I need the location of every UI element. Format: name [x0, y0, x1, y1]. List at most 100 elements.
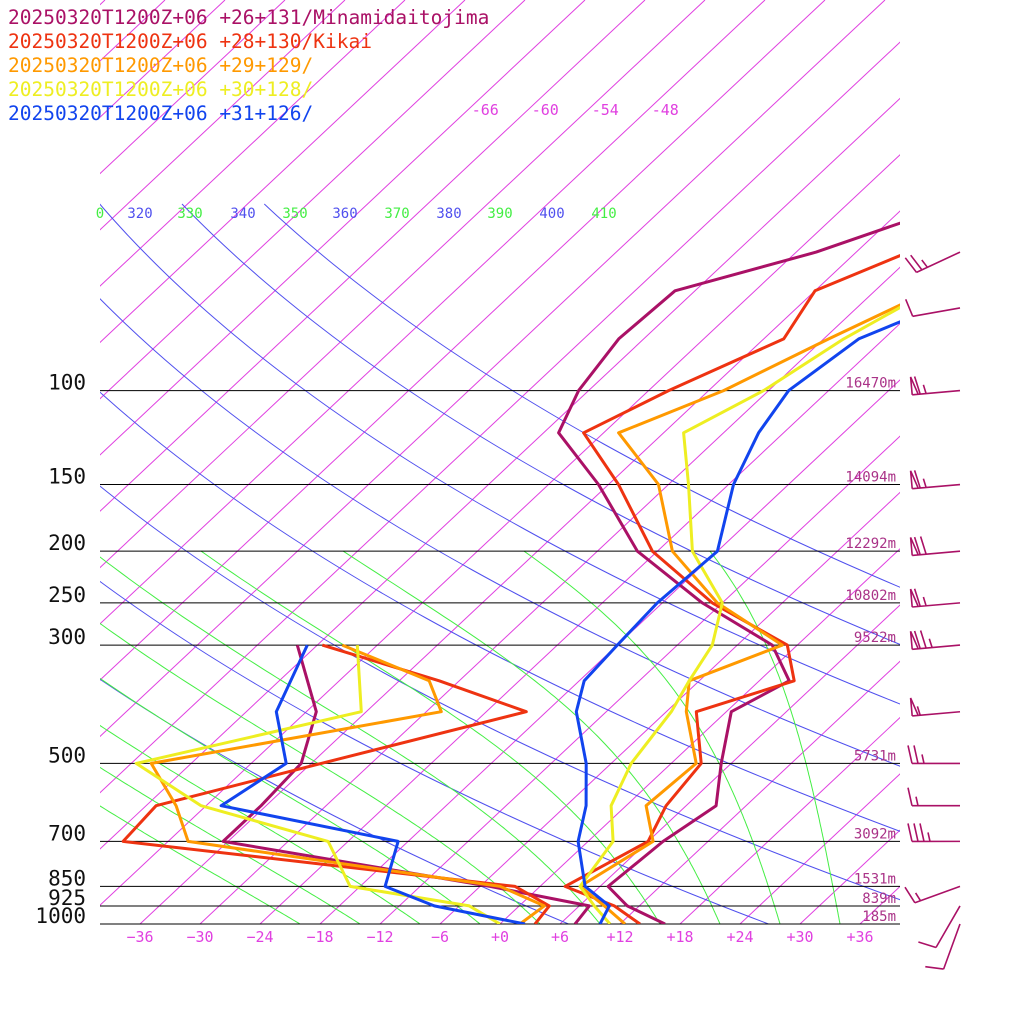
isotherm-lines: [0, 0, 900, 924]
temperature-tick-label: +30: [786, 928, 813, 946]
wind-barb: [904, 298, 961, 318]
temperature-tick-label: −30: [186, 928, 213, 946]
wind-barb: [909, 536, 961, 557]
temperature-line: [557, 221, 900, 924]
isotherm-line: [100, 0, 286, 175]
theta-label: 330: [177, 206, 202, 222]
isotherm-line: [100, 0, 406, 287]
dewpoint-line: [221, 644, 591, 924]
temperature-tick-label: −24: [246, 928, 273, 946]
theta-label: 390: [487, 206, 512, 222]
isotherm-line: [679, 716, 900, 924]
legend: 20250320T1200Z+06 +26+131/Minamidaitojim…: [8, 6, 489, 126]
isobar-lines: [100, 390, 900, 925]
temperature-line: [563, 253, 900, 924]
temperature-tick-label: −6: [431, 928, 449, 946]
temperature-tick-label: −36: [126, 928, 153, 946]
wind-barb: [909, 630, 961, 651]
isotherm-label: -66: [472, 101, 499, 119]
pressure-tick-label: 300: [48, 625, 86, 649]
isotherm-line: [499, 548, 900, 924]
height-label: 10802m: [845, 588, 896, 604]
isotherm-line: [199, 266, 900, 924]
isotherm-line: [559, 604, 900, 924]
wind-barb: [907, 745, 961, 765]
wind-barb: [909, 588, 961, 608]
isotherm-line: [319, 379, 900, 924]
moist-adiabat-line: [100, 556, 601, 924]
isotherm-line: [100, 97, 900, 850]
isotherm-line: [139, 210, 900, 924]
isotherm-line: [100, 41, 900, 794]
wind-barb: [925, 923, 961, 970]
legend-entry: 20250320T1200Z+06 +31+126/: [8, 102, 314, 125]
pressure-tick-label: 500: [48, 743, 86, 767]
wind-barbs: [904, 251, 961, 970]
theta-label: 410: [591, 206, 616, 222]
dry-adiabat-line: [100, 678, 569, 924]
dry-adiabat-line: [100, 203, 900, 705]
pressure-tick-label: 100: [48, 371, 86, 395]
isotherm-line: [379, 435, 900, 924]
isotherm-line: [100, 0, 526, 400]
pressure-tick-label: 700: [48, 821, 86, 845]
isotherm-line: [0, 0, 45, 924]
isotherm-line: [100, 0, 166, 62]
temperature-tick-label: −12: [366, 928, 393, 946]
wind-barb: [909, 470, 961, 490]
isotherm-line: [100, 154, 900, 906]
height-label: 839m: [862, 891, 896, 907]
isotherm-line: [100, 0, 826, 681]
temperature-tick-label: +18: [666, 928, 693, 946]
height-label: 12292m: [845, 536, 896, 552]
height-label: 185m: [862, 909, 896, 925]
height-label: 5731m: [854, 748, 896, 764]
theta-label: 340: [230, 206, 255, 222]
pressure-tick-label: 850: [48, 866, 86, 890]
theta-label: 370: [384, 206, 409, 222]
dry-adiabat-line: [100, 580, 769, 924]
dry-adiabat-line: [263, 203, 900, 588]
legend-entry: 20250320T1200Z+06 +26+131/Minamidaitojim…: [8, 6, 490, 29]
moist-adiabat-line: [523, 550, 781, 924]
moist-adiabat-line: [100, 622, 541, 924]
dry-adiabat-line: [100, 298, 900, 767]
wind-barb: [918, 905, 961, 949]
pressure-tick-label: 200: [48, 531, 86, 555]
isotherm-line: [100, 0, 106, 6]
isotherm-label: -60: [532, 101, 559, 119]
isotherm-line: [859, 885, 900, 924]
moist-adiabat-line: [100, 805, 301, 924]
temperature-tick-label: +36: [846, 928, 873, 946]
wind-barb: [904, 885, 961, 904]
isotherm-label: -54: [592, 101, 619, 119]
legend-entry: 20250320T1200Z+06 +29+129/: [8, 54, 314, 77]
moist-adiabat-line: [200, 550, 661, 924]
isotherm-label: -48: [652, 101, 679, 119]
height-label: 9522m: [854, 630, 896, 646]
theta-label: 400: [539, 206, 564, 222]
temperature-tick-label: −18: [306, 928, 333, 946]
isotherm-line: [100, 0, 226, 118]
dewpoint-line: [134, 645, 501, 924]
isotherm-line: [100, 0, 646, 512]
height-label: 16470m: [845, 376, 896, 392]
theta-label: 0: [96, 206, 104, 222]
isotherm-line: [100, 0, 346, 231]
pressure-tick-label: 925: [48, 886, 86, 910]
theta-label: 380: [436, 206, 461, 222]
isotherm-line: [439, 491, 900, 924]
temperature-line: [578, 305, 900, 924]
dry-adiabat-lines: [100, 203, 900, 924]
temperature-tick-label: +6: [551, 928, 569, 946]
theta-label: 350: [282, 206, 307, 222]
temperature-tick-label: +0: [491, 928, 509, 946]
isotherm-line: [100, 0, 766, 625]
moist-adiabat-lines: [100, 550, 841, 924]
wind-barb: [909, 376, 961, 396]
wind-barb: [909, 697, 961, 717]
legend-entry: 20250320T1200Z+06 +28+130/Kikai: [8, 30, 372, 53]
height-label: 1531m: [854, 871, 896, 887]
moist-adiabat-line: [343, 550, 721, 924]
